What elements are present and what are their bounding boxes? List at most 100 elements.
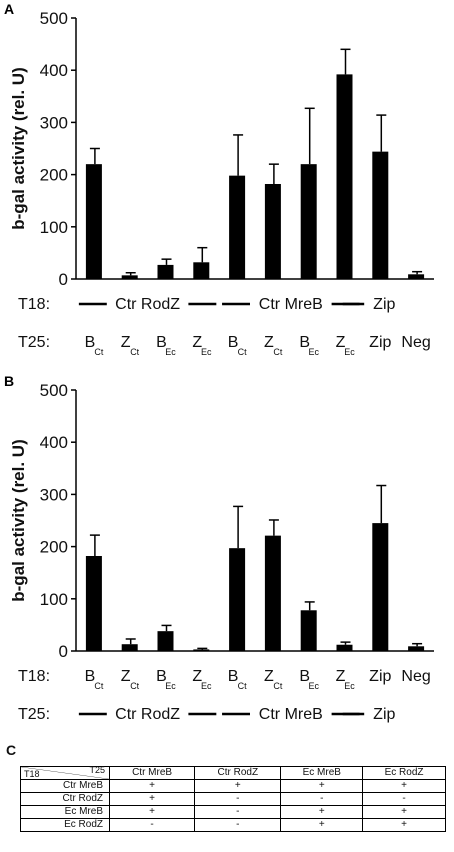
x-category-label: Z	[192, 334, 202, 351]
y-tick-label: 400	[40, 61, 68, 80]
row-label-t18: T18:	[18, 668, 50, 685]
bar	[193, 649, 210, 651]
bar	[408, 274, 425, 279]
bar	[336, 74, 353, 279]
x-category-label: Z	[336, 334, 346, 351]
y-axis-label: b-gal activity (rel. U)	[9, 439, 28, 601]
row-label-t18: T18:	[18, 296, 50, 313]
y-tick-label: 0	[59, 642, 68, 661]
table-row: Ec MreB + - + +	[20, 805, 446, 819]
x-category-subscript: Ct	[94, 347, 103, 357]
row-label-t25: T25:	[18, 334, 50, 351]
interaction-table: T18 T25 Ctr MreB Ctr RodZ Ec MreB Ec RodZ Ctr …	[20, 765, 446, 832]
table-cell: -	[362, 792, 446, 806]
x-category-subscript: Ec	[344, 681, 355, 691]
bar	[408, 646, 425, 651]
table-row: Ec RodZ - - + +	[20, 818, 446, 832]
group-label: Zip	[373, 706, 395, 723]
y-tick-label: 400	[40, 433, 68, 452]
x-category-label: Z	[336, 668, 346, 685]
table-cell: -	[194, 792, 282, 806]
table-cell: +	[362, 805, 446, 819]
panel-letter: B	[4, 373, 14, 389]
x-category-subscript: Ec	[344, 347, 355, 357]
bar	[264, 183, 281, 279]
x-category-label: Z	[121, 668, 131, 685]
bar	[157, 264, 174, 279]
x-category-label: B	[228, 334, 239, 351]
table-cell: +	[280, 805, 364, 819]
table-row-header: Ec RodZ	[20, 818, 110, 832]
table-cell: -	[108, 818, 196, 832]
y-tick-label: 300	[40, 485, 68, 504]
x-category-subscript: Ec	[201, 681, 212, 691]
bar	[372, 523, 389, 651]
bar	[157, 631, 174, 651]
x-category-label: Z	[264, 668, 274, 685]
table-column-header: Ctr RodZ	[194, 766, 282, 780]
x-category-subscript: Ct	[238, 681, 247, 691]
table-cell: +	[362, 779, 446, 793]
x-category-subscript: Ct	[273, 681, 282, 691]
group-label: Ctr RodZ	[115, 296, 180, 313]
x-category-subscript: Ct	[94, 681, 103, 691]
table-cell: +	[108, 792, 196, 806]
table-column-header: Ctr MreB	[108, 766, 196, 780]
y-tick-label: 500	[40, 9, 68, 28]
y-tick-label: 100	[40, 590, 68, 609]
row-label-t25: T25:	[18, 706, 50, 723]
y-tick-label: 500	[40, 381, 68, 400]
y-tick-label: 200	[40, 166, 68, 185]
bar	[372, 151, 389, 279]
y-tick-label: 200	[40, 538, 68, 557]
x-category-subscript: Ec	[165, 347, 176, 357]
table-cell: -	[194, 805, 282, 819]
x-category-label: Z	[121, 334, 131, 351]
x-category-label: B	[156, 668, 167, 685]
table-column-header: Ec RodZ	[362, 766, 446, 780]
x-category-label: B	[299, 334, 310, 351]
table-row-header: Ec MreB	[20, 805, 110, 819]
bar	[229, 548, 246, 651]
x-category-subscript: Ec	[165, 681, 176, 691]
table-row-header: Ctr MreB	[20, 779, 110, 793]
x-category-label: Neg	[401, 334, 430, 351]
x-category-subscript: Ct	[130, 681, 139, 691]
table-cell: +	[280, 779, 364, 793]
corner-col-header: T25	[89, 765, 105, 775]
table-corner-cell: T18 T25	[20, 765, 110, 780]
y-axis-label: b-gal activity (rel. U)	[9, 67, 28, 229]
chart-panel-a: A 0 100 200 300 400 500 b-gal activity (rel. U)…	[4, 1, 434, 357]
bar	[85, 555, 102, 651]
x-category-label: B	[299, 668, 310, 685]
table-cell: +	[108, 779, 196, 793]
x-category-label: B	[85, 334, 96, 351]
table-cell: +	[108, 805, 196, 819]
bar	[121, 644, 138, 651]
x-category-subscript: Ec	[308, 347, 319, 357]
x-category-label: B	[85, 668, 96, 685]
x-category-label: B	[156, 334, 167, 351]
group-label: Ctr MreB	[259, 296, 323, 313]
table-row: Ctr RodZ + - - -	[20, 792, 446, 806]
bar	[300, 610, 317, 651]
x-category-label: Zip	[369, 334, 391, 351]
panel-letter: A	[4, 1, 14, 17]
group-label: Ctr RodZ	[115, 706, 180, 723]
table-header-row: T18 T25 Ctr MreB Ctr RodZ Ec MreB Ec RodZ	[20, 765, 446, 780]
y-tick-label: 100	[40, 218, 68, 237]
table-row-header: Ctr RodZ	[20, 792, 110, 806]
panel-c-letter: C	[6, 742, 17, 758]
x-category-subscript: Ct	[238, 347, 247, 357]
x-category-label: Z	[192, 668, 202, 685]
table-cell: +	[362, 818, 446, 832]
y-tick-label: 0	[59, 270, 68, 289]
table-column-header: Ec MreB	[280, 766, 364, 780]
bar	[193, 262, 210, 279]
bar	[264, 535, 281, 651]
group-label: Zip	[373, 296, 395, 313]
table-cell: -	[280, 792, 364, 806]
bar	[85, 164, 102, 279]
x-category-subscript: Ct	[273, 347, 282, 357]
